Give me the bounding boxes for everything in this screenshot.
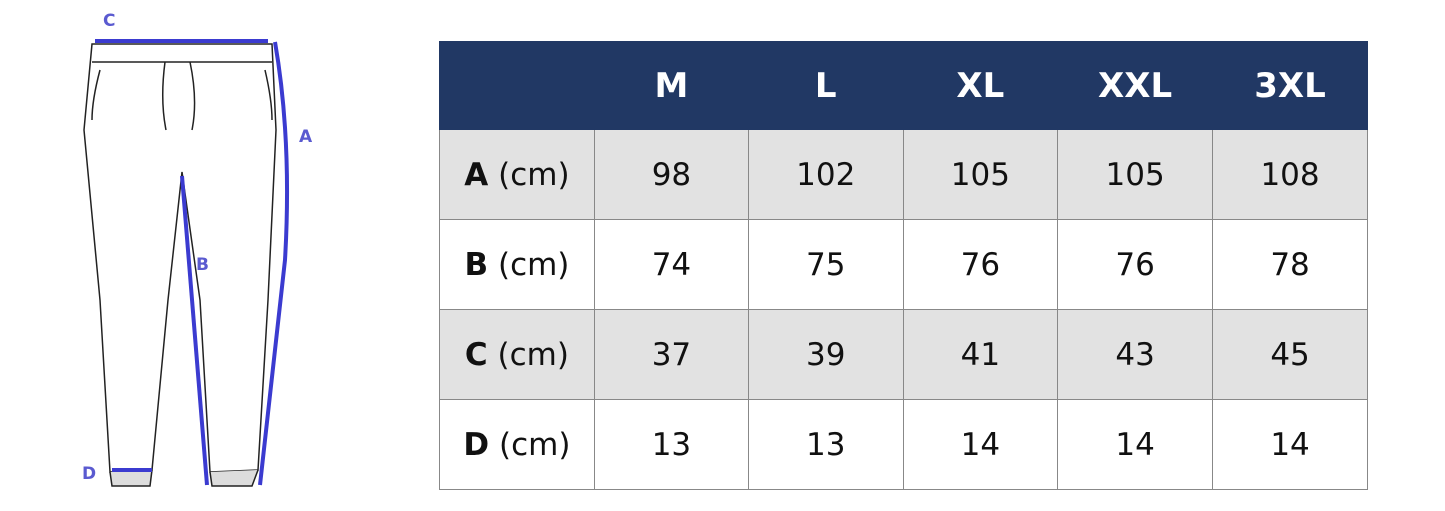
size-header: M — [593, 41, 749, 130]
value-cell: 14 — [1212, 399, 1368, 490]
value-cell: 102 — [747, 129, 904, 220]
corner-cell — [439, 41, 595, 130]
pants-diagram: C A B D — [82, 11, 313, 487]
row-label: C (cm) — [439, 309, 595, 400]
row-letter: A — [464, 156, 489, 193]
value-cell: 43 — [1057, 309, 1214, 400]
size-header: 3XL — [1212, 41, 1368, 130]
table-row: D (cm) 13 13 14 14 14 — [439, 399, 1368, 490]
row-label: D (cm) — [439, 399, 595, 490]
table-row: B (cm) 74 75 76 76 78 — [439, 219, 1368, 310]
pants-outline — [83, 43, 277, 487]
size-header: XXL — [1057, 41, 1214, 130]
label-d: D — [82, 464, 96, 484]
row-label: A (cm) — [439, 129, 595, 220]
row-unit: (cm) — [499, 426, 571, 463]
row-letter: B — [464, 246, 489, 283]
value-cell: 37 — [593, 309, 749, 400]
value-cell: 98 — [593, 129, 749, 220]
value-cell: 14 — [1057, 399, 1214, 490]
label-b: B — [196, 255, 209, 275]
label-a: A — [299, 127, 313, 147]
row-label: B (cm) — [439, 219, 595, 310]
value-cell: 105 — [1057, 129, 1214, 220]
header-row: M L XL XXL 3XL — [439, 41, 1368, 130]
row-unit: (cm) — [497, 336, 569, 373]
value-cell: 45 — [1212, 309, 1368, 400]
value-cell: 13 — [747, 399, 904, 490]
value-cell: 76 — [1057, 219, 1214, 310]
value-cell: 74 — [593, 219, 749, 310]
row-unit: (cm) — [498, 156, 570, 193]
label-c: C — [103, 11, 115, 31]
value-cell: 13 — [593, 399, 749, 490]
value-cell: 78 — [1212, 219, 1368, 310]
value-cell: 41 — [902, 309, 1059, 400]
table-row: C (cm) 37 39 41 43 45 — [439, 309, 1368, 400]
value-cell: 76 — [902, 219, 1059, 310]
size-table: M L XL XXL 3XL A (cm) 98 102 105 105 108 B (cm) 74 7… — [439, 41, 1368, 490]
value-cell: 105 — [902, 129, 1059, 220]
value-cell: 14 — [902, 399, 1059, 490]
value-cell: 75 — [747, 219, 904, 310]
measure-lines — [95, 39, 290, 486]
value-cell: 39 — [747, 309, 904, 400]
row-letter: D — [463, 426, 490, 463]
row-unit: (cm) — [497, 246, 570, 283]
table-row: A (cm) 98 102 105 105 108 — [439, 129, 1368, 220]
value-cell: 108 — [1212, 129, 1368, 220]
size-header: XL — [902, 41, 1059, 130]
row-letter: C — [464, 336, 488, 373]
size-header: L — [747, 41, 904, 130]
